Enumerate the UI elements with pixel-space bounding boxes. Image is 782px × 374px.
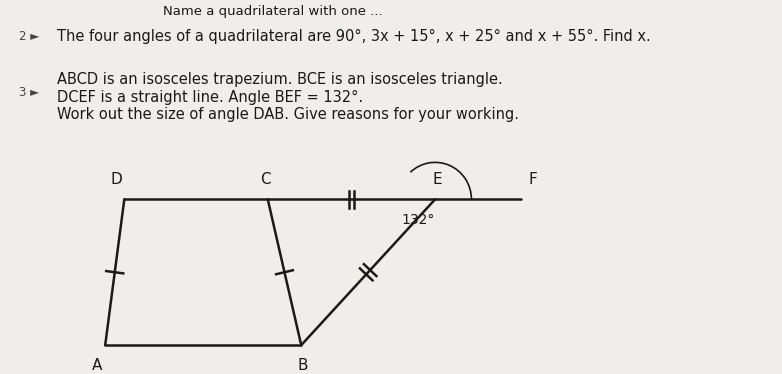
Text: A: A bbox=[92, 358, 102, 373]
Text: 132°: 132° bbox=[402, 213, 435, 227]
Text: B: B bbox=[298, 358, 308, 373]
Text: ABCD is an isosceles trapezium. BCE is an isosceles triangle.: ABCD is an isosceles trapezium. BCE is a… bbox=[57, 72, 503, 87]
Text: DCEF is a straight line. Angle BEF = 132°.: DCEF is a straight line. Angle BEF = 132… bbox=[57, 90, 364, 105]
Text: Name a quadrilateral with one ...: Name a quadrilateral with one ... bbox=[163, 5, 382, 18]
Text: 2 ►: 2 ► bbox=[19, 30, 39, 43]
Text: E: E bbox=[432, 172, 442, 187]
Text: The four angles of a quadrilateral are 90°, 3x + 15°, x + 25° and x + 55°. Find : The four angles of a quadrilateral are 9… bbox=[57, 30, 651, 45]
Text: Work out the size of angle DAB. Give reasons for your working.: Work out the size of angle DAB. Give rea… bbox=[57, 107, 519, 122]
Text: C: C bbox=[260, 172, 271, 187]
Text: F: F bbox=[529, 172, 537, 187]
Text: 3 ►: 3 ► bbox=[19, 86, 39, 99]
Text: D: D bbox=[111, 172, 123, 187]
